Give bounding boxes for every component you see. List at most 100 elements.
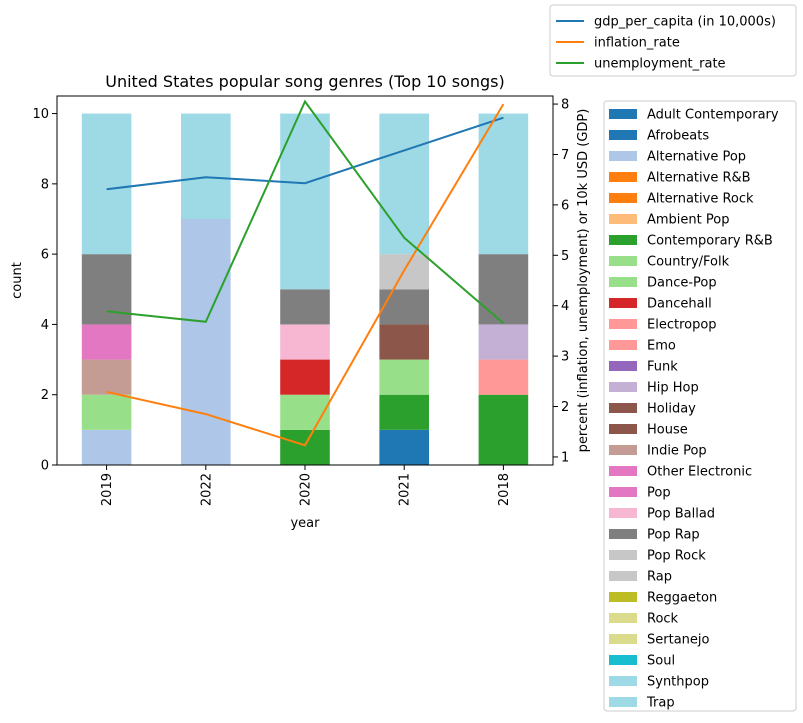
y-axis-left: 0 2 4 6 8 10 (32, 107, 57, 474)
y-axis-right: 1 2 3 4 5 6 7 8 (553, 98, 569, 465)
y2-tick-label: 3 (561, 350, 569, 365)
bar-2021-dance-pop (379, 359, 429, 395)
genre-legend-label: Alternative Rock (647, 192, 754, 207)
bar-2022-alternative-pop (181, 219, 231, 465)
y-axis-label: count (10, 262, 25, 299)
bar-2018-contemporary-r-b (478, 394, 529, 465)
genre-legend-swatch (609, 382, 637, 392)
genre-legend-label: Synthpop (647, 675, 709, 690)
genre-legend-label: Pop Rock (647, 549, 706, 564)
genre-legend-swatch (609, 697, 637, 707)
bar-2022-trap (181, 113, 231, 219)
y-tick-label: 0 (41, 459, 49, 474)
genre-legend-label: Funk (647, 360, 678, 375)
y2-tick-label: 6 (561, 198, 569, 213)
bar-2020-dance-pop (280, 394, 330, 430)
bars (81, 113, 529, 465)
genre-legend-swatch (609, 634, 637, 644)
genre-legend-label: Rap (647, 570, 672, 585)
bar-2020-pop-ballad (280, 324, 330, 360)
line-legend-frame (549, 4, 797, 77)
y-tick-label: 4 (41, 318, 49, 333)
y-tick-label: 8 (41, 177, 49, 192)
genre-legend-swatch (609, 676, 637, 686)
genre-legend-swatch (609, 403, 637, 413)
genre-legend: Adult Contemporary Afrobeats Alternative P… (603, 100, 797, 712)
genre-legend-swatch (609, 508, 637, 518)
genre-legend-swatch (609, 340, 637, 350)
genre-legend-label: Rock (647, 612, 679, 627)
bar-2021-contemporary-r-b (379, 394, 429, 430)
genre-legend-label: Pop Ballad (647, 507, 715, 522)
genre-legend-swatch (609, 655, 637, 665)
genre-legend-swatch (609, 235, 637, 245)
bar-2019-trap (81, 113, 132, 255)
genre-legend-label: Alternative R&B (647, 171, 751, 186)
bar-2019-alternative-pop (81, 429, 132, 465)
x-tick-label: 2020 (299, 473, 314, 506)
genre-legend-label: Ambient Pop (647, 213, 729, 228)
y2-axis-label: percent (inflation, unemployment) or 10k… (576, 109, 591, 453)
genre-legend-swatch (609, 193, 637, 203)
genre-legend-label: Alternative Pop (647, 150, 746, 165)
bar-2019-dance-pop (81, 394, 132, 430)
genre-legend-swatch (609, 214, 637, 224)
genre-legend-swatch (609, 109, 637, 119)
x-tick-label: 2018 (497, 473, 512, 506)
genre-legend-swatch (609, 487, 637, 497)
line-unemployment-rate (106, 99, 505, 325)
bar-2018-emo (478, 359, 529, 395)
y-tick-label: 10 (32, 107, 49, 122)
y2-tick-label: 1 (561, 450, 569, 465)
bar-2019-indie-pop (81, 359, 132, 395)
bar-2018-hip-hop (478, 324, 529, 360)
genre-legend-frame (603, 100, 797, 712)
genre-legend-label: Contemporary R&B (647, 234, 773, 249)
x-tick-label: 2022 (199, 473, 214, 506)
line-legend: gdp_per_capita (in 10,000s) inflation_rat… (549, 4, 797, 77)
genre-legend-swatch (609, 319, 637, 329)
genre-legend-label: Holiday (647, 402, 696, 417)
genre-legend-label: Country/Folk (647, 255, 730, 270)
y2-tick-label: 8 (561, 98, 569, 113)
genre-legend-swatch (609, 172, 637, 182)
genre-legend-label: Trap (646, 696, 675, 711)
bar-2018-pop-rap (478, 254, 529, 325)
line-legend-label: unemployment_rate (594, 57, 726, 72)
lines (106, 99, 505, 447)
genre-legend-label: Sertanejo (647, 633, 710, 648)
bar-2018-trap (478, 113, 529, 255)
genre-legend-label: House (647, 423, 688, 438)
bar-2019-pop (81, 324, 132, 360)
line-gdp-per-capita-in-10-000s (106, 116, 504, 191)
genre-legend-label: Afrobeats (647, 129, 709, 144)
bar-2021-trap (379, 113, 429, 255)
y2-tick-label: 7 (561, 148, 569, 163)
genre-legend-swatch (609, 256, 637, 266)
genre-legend-swatch (609, 592, 637, 602)
y2-tick-label: 2 (561, 400, 569, 415)
genre-legend-label: Indie Pop (647, 444, 707, 459)
genre-legend-swatch (609, 550, 637, 560)
x-tick-label: 2019 (100, 473, 115, 506)
genre-legend-swatch (609, 424, 637, 434)
bar-2021-house (379, 324, 429, 360)
genre-legend-swatch (609, 445, 637, 455)
genre-legend-label: Emo (647, 339, 676, 354)
line-legend-label: gdp_per_capita (in 10,000s) (594, 15, 776, 30)
bar-2021-afrobeats (379, 429, 429, 465)
x-tick-label: 2021 (398, 473, 413, 506)
genre-legend-swatch (609, 130, 637, 140)
line-inflation-rate (106, 103, 505, 447)
genre-legend-label: Pop Rap (647, 528, 700, 543)
x-axis-label: year (290, 516, 320, 531)
y2-tick-label: 5 (561, 249, 569, 264)
x-axis: 2019 2022 2020 2021 2018 (100, 465, 512, 506)
genre-legend-swatch (609, 571, 637, 581)
genre-legend-swatch (609, 361, 637, 371)
genre-legend-swatch (609, 529, 637, 539)
genre-legend-label: Soul (647, 654, 675, 669)
genre-legend-label: Dancehall (647, 297, 712, 312)
chart-title: United States popular song genres (Top 1… (105, 72, 505, 91)
